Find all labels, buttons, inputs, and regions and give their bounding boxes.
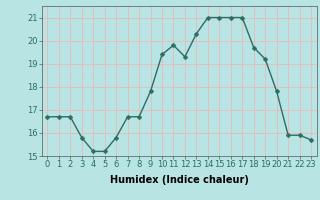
X-axis label: Humidex (Indice chaleur): Humidex (Indice chaleur) <box>110 175 249 185</box>
